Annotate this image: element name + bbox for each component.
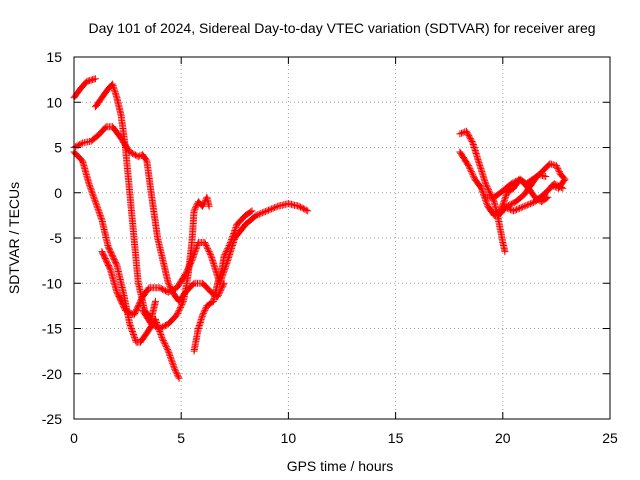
y-tick-label: 15 [46,49,62,65]
x-tick-label: 0 [70,430,78,446]
y-tick-label: -20 [42,366,62,382]
data-markers [70,75,569,382]
y-tick-label: -10 [42,275,62,291]
y-tick-label: 5 [54,140,62,156]
series-track-g [190,207,256,355]
marker-trace [98,200,312,319]
x-axis-label: GPS time / hours [287,458,394,474]
marker-trace [139,193,213,332]
y-tick-label: 0 [54,185,62,201]
y-tick-label: -5 [50,230,63,246]
x-tick-label: 5 [177,430,185,446]
marker-trace [70,75,99,102]
x-tick-label: 20 [495,430,511,446]
marker-trace [190,207,256,355]
series-track-c [70,123,228,305]
marker-trace [499,180,567,215]
y-tick-label: -25 [42,411,62,427]
y-axis-label: SDTVAR / TECUs [6,182,22,294]
x-tick-label: 10 [281,430,297,446]
series-track-e [98,200,312,319]
marker-trace [70,123,228,305]
x-tick-label: 15 [388,430,404,446]
chart-title: Day 101 of 2024, Sidereal Day-to-day VTE… [88,20,595,36]
series-track-l [499,180,567,215]
y-tick-label: 10 [46,94,62,110]
series-track-f [139,193,213,332]
y-tick-label: -15 [42,321,62,337]
x-tick-label: 25 [602,430,618,446]
series-track-a [70,75,99,102]
axis-ticks: 0 5 10 15 20 25 -25 -20 -15 -10 -5 0 5 10 15 [42,49,618,446]
